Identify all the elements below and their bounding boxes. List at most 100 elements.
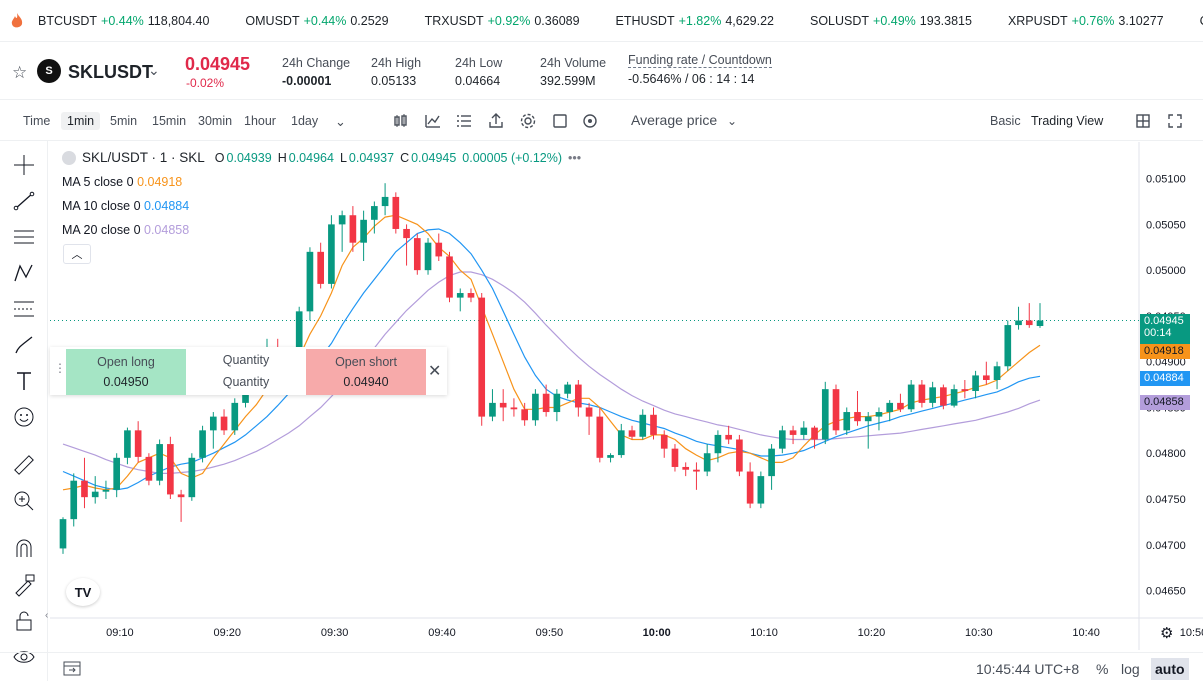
lock-icon[interactable] [12,609,36,633]
y-tick-label: 0.04800 [1146,448,1186,460]
pair-name[interactable]: SKLUSDT [68,62,153,82]
ticker-item[interactable]: TRXUSDT +0.92% 0.36089 [425,14,580,28]
open-long-price: 0.04950 [103,375,149,389]
ma20-price-label: 0.04858 [1140,395,1190,410]
candle-type-icon[interactable] [392,112,410,130]
candle-body [113,457,121,490]
x-tick-label: 10:10 [750,627,778,639]
candle-body [542,393,550,413]
ma20-label: MA 20 close 0 [62,223,141,237]
percent-toggle[interactable]: % [1096,661,1109,677]
indicators-icon[interactable] [424,112,442,130]
x-tick-label: 09:40 [428,627,456,639]
interval-time[interactable]: Time [23,114,51,128]
fib-icon[interactable] [12,297,36,321]
magnet-icon[interactable] [12,537,36,561]
candle-body [757,476,765,504]
legend-l-label: L [339,150,347,165]
interval-15min[interactable]: 15min [152,114,187,128]
candle-body [617,430,625,456]
candle-body [1004,325,1012,367]
more-dots-icon[interactable]: ••• [568,150,582,165]
candle-body [789,430,797,435]
candle-body [585,407,593,417]
chart-settings-icon[interactable]: ⚙ [1160,625,1174,642]
legend-h-label: H [277,150,287,165]
chart-clock[interactable]: 10:45:44 UTC+8 [976,661,1080,677]
settings-gear-icon[interactable] [519,112,537,130]
list-icon[interactable] [455,112,473,130]
interval-1min[interactable]: 1min [61,112,101,130]
ma20-legend: MA 20 close 0 0.04858 [62,223,581,237]
legend-c-label: C [400,150,410,165]
view-basic-tab[interactable]: Basic [990,114,1021,128]
candle-body [703,453,711,472]
quantity-field[interactable]: Quantity Quantity [186,349,306,395]
date-range-icon[interactable] [62,659,82,677]
ticker-symbol: XRPUSDT [1007,13,1068,28]
text-tool-icon[interactable] [12,369,36,393]
x-tick-label: 10:00 [643,627,671,639]
zoom-in-icon[interactable] [12,489,36,513]
crosshair-icon[interactable] [12,153,36,177]
tradingview-logo[interactable]: TV [66,578,100,606]
candle-body [800,427,808,435]
stat-label: 24h High [371,56,422,70]
layout-grid-icon[interactable] [1134,112,1152,130]
candle-body [628,430,636,437]
collapse-legend-button[interactable]: ︿ [63,244,91,264]
pattern-icon[interactable] [12,261,36,285]
bottom-bar: 10:45:44 UTC+8 % log auto [0,652,1203,684]
candle-body [134,430,142,457]
candle-body [693,469,700,472]
legend-high: 0.04964 [288,150,334,165]
ticker-item[interactable]: XRPUSDT +0.76% 3.10277 [1008,14,1164,28]
log-toggle[interactable]: log [1121,661,1140,677]
candle-body [1025,320,1033,326]
interval-30min[interactable]: 30min [198,114,233,128]
chevron-down-icon[interactable]: ⌄ [148,62,160,78]
ticker-price: 0.2529 [350,13,389,28]
legend-close: 0.04945 [411,150,457,165]
candle-body [91,491,99,498]
candle-body [70,480,78,520]
close-icon[interactable]: ✕ [428,363,442,380]
fullscreen-box-icon[interactable] [551,112,569,130]
candle-body [220,416,228,431]
collapse-left-icon[interactable]: ‹ [45,610,49,621]
open-long-button[interactable]: Open long 0.04950 [66,349,186,395]
share-icon[interactable] [487,112,505,130]
candle-body [209,416,217,431]
interval-1day[interactable]: 1day [291,114,319,128]
ticker-item[interactable]: OMUSDT +0.44% 0.2529 [245,14,388,28]
candle-body [950,389,958,406]
candle-body [81,480,88,498]
auto-scale-toggle[interactable]: auto [1151,658,1189,680]
lock-drawing-icon[interactable] [12,573,36,597]
favorite-star-icon[interactable]: ☆ [12,63,28,82]
ticker-item[interactable]: ETHUSDT +1.82% 4,629.22 [616,14,774,28]
candle-body [102,489,110,492]
horizontal-lines-icon[interactable] [12,225,36,249]
ticker-symbol: ETHUSDT [615,13,675,28]
open-short-button[interactable]: Open short 0.04940 [306,349,426,395]
snapshot-icon[interactable] [581,112,599,130]
candle-body [768,448,775,477]
stat-funding-rate[interactable]: Funding rate / Countdown -0.5646% / 06 :… [628,53,772,86]
expand-icon[interactable] [1166,112,1184,130]
ticker-item[interactable]: CFXU [1200,14,1203,28]
x-tick-label: 09:20 [213,627,241,639]
emoji-icon[interactable] [12,405,36,429]
interval-1hour[interactable]: 1hour [244,114,276,128]
interval-5min[interactable]: 5min [110,114,138,128]
ticker-symbol: OMUSDT [245,13,300,28]
ticker-item[interactable]: SOLUSDT +0.49% 193.3815 [810,14,972,28]
ruler-icon[interactable] [12,453,36,477]
candle-body [596,416,604,458]
brush-icon[interactable] [12,333,36,357]
view-tradingview-tab[interactable]: Trading View [1031,114,1104,128]
interval-chevron-icon[interactable]: ⌄ [335,114,346,129]
trendline-icon[interactable] [12,189,36,213]
ticker-item[interactable]: BTCUSDT +0.44% 118,804.40 [38,14,209,28]
price-type-select[interactable]: Average price ⌄ [631,112,737,128]
